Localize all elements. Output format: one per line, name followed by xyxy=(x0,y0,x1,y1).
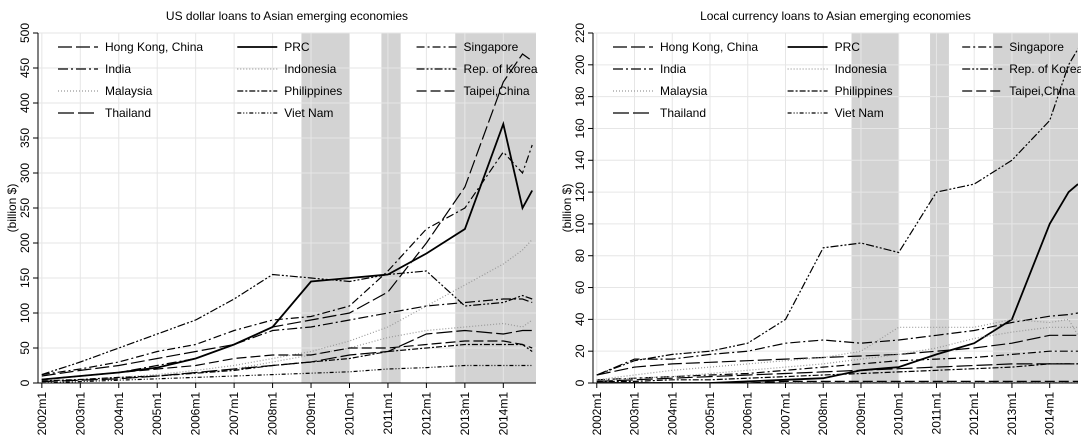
legend-label: Singapore xyxy=(1009,40,1064,54)
shaded-period xyxy=(993,33,1078,383)
series-line xyxy=(41,329,533,383)
x-tick-label: 2008m1 xyxy=(816,392,830,436)
x-tick-label: 2010m1 xyxy=(892,392,906,436)
y-tick-label: 20 xyxy=(573,344,587,358)
y-tick-label: 220 xyxy=(573,23,587,43)
x-tick-label: 2009m1 xyxy=(304,392,318,436)
x-tick-label: 2008m1 xyxy=(266,392,280,436)
legend-label: Viet Nam xyxy=(284,106,333,120)
x-tick-label: 2006m1 xyxy=(741,392,755,436)
series-line xyxy=(41,144,533,376)
y-tick-label: 120 xyxy=(573,182,587,202)
x-tick-label: 2014m1 xyxy=(496,392,510,436)
x-tick-label: 2013m1 xyxy=(458,392,472,436)
x-tick-label: 2002m1 xyxy=(35,392,49,436)
x-tick-label: 2011m1 xyxy=(929,392,943,435)
x-tick-label: 2007m1 xyxy=(778,392,792,436)
y-tick-label: 150 xyxy=(18,268,32,288)
legend-label: Philippines xyxy=(284,84,342,98)
y-tick-label: 450 xyxy=(18,58,32,78)
legend-label: India xyxy=(660,62,686,76)
legend-label: Thailand xyxy=(105,106,151,120)
series-line xyxy=(41,340,533,381)
chart-title: Local currency loans to Asian emerging e… xyxy=(700,9,971,23)
legend-label: India xyxy=(105,62,131,76)
legend-label: Hong Kong, China xyxy=(660,40,758,54)
legend-label: Thailand xyxy=(660,106,706,120)
y-tick-label: 180 xyxy=(573,86,587,106)
x-tick-label: 2007m1 xyxy=(227,392,241,436)
y-tick-label: 400 xyxy=(18,93,32,113)
y-axis-label: (billion $) xyxy=(560,184,574,233)
x-tick-label: 2005m1 xyxy=(703,392,717,436)
legend-label: Indonesia xyxy=(284,62,336,76)
y-tick-label: 140 xyxy=(573,150,587,170)
panel: 0 50 100 150 200 250 300 350 400 450 500 2002m1 2003… xyxy=(5,9,538,435)
x-tick-label: 2013m1 xyxy=(1005,392,1019,436)
legend-label: Taipei,China xyxy=(1009,84,1075,98)
series-line xyxy=(596,380,1078,383)
panel: 0 20 40 60 80 100 120 140 160 180 200 220 2002m1 2003… xyxy=(560,9,1081,435)
y-tick-label: 100 xyxy=(18,303,32,323)
series-line xyxy=(596,334,1078,376)
y-axis-label: (billion $) xyxy=(5,184,19,233)
legend-label: Hong Kong, China xyxy=(105,40,203,54)
series-line xyxy=(41,298,533,381)
series-line xyxy=(41,53,533,377)
series-line xyxy=(596,48,1078,376)
x-tick-label: 2012m1 xyxy=(967,392,981,436)
legend-label: Rep. of Korea xyxy=(464,62,538,76)
y-tick-label: 0 xyxy=(573,379,587,386)
series-line xyxy=(596,312,1078,376)
legend-label: PRC xyxy=(835,40,861,54)
chart-title: US dollar loans to Asian emerging econom… xyxy=(166,9,408,23)
y-tick-label: 200 xyxy=(573,54,587,74)
y-tick-label: 80 xyxy=(573,249,587,263)
x-tick-label: 2011m1 xyxy=(381,392,395,435)
x-tick-label: 2003m1 xyxy=(628,392,642,436)
legend-label: Viet Nam xyxy=(835,106,884,120)
x-tick-label: 2002m1 xyxy=(590,392,604,436)
y-tick-label: 350 xyxy=(18,128,32,148)
y-tick-label: 50 xyxy=(18,341,32,355)
series-line xyxy=(41,239,533,382)
x-tick-label: 2004m1 xyxy=(665,392,679,436)
y-tick-label: 40 xyxy=(573,312,587,326)
y-tick-label: 100 xyxy=(573,214,587,234)
shaded-period xyxy=(930,33,949,383)
x-tick-label: 2003m1 xyxy=(73,392,87,436)
series-line xyxy=(41,270,533,376)
x-tick-label: 2004m1 xyxy=(112,392,126,436)
x-tick-label: 2006m1 xyxy=(189,392,203,436)
y-tick-label: 300 xyxy=(18,163,32,183)
x-tick-label: 2014m1 xyxy=(1043,392,1057,436)
shaded-period xyxy=(851,33,899,383)
legend-label: Malaysia xyxy=(105,84,153,98)
legend-label: Philippines xyxy=(835,84,893,98)
x-tick-label: 2012m1 xyxy=(419,392,433,436)
legend-label: Rep. of Korea xyxy=(1009,62,1081,76)
x-tick-label: 2009m1 xyxy=(854,392,868,436)
x-tick-label: 2010m1 xyxy=(342,392,356,436)
series-line xyxy=(596,363,1078,382)
legend-label: Malaysia xyxy=(660,84,708,98)
legend-label: Singapore xyxy=(464,40,519,54)
y-tick-label: 0 xyxy=(18,379,32,386)
y-tick-label: 500 xyxy=(18,23,32,43)
legend-label: PRC xyxy=(284,40,310,54)
legend-label: Taipei,China xyxy=(464,84,530,98)
legend-label: Indonesia xyxy=(835,62,887,76)
x-tick-label: 2005m1 xyxy=(150,392,164,436)
y-tick-label: 60 xyxy=(573,281,587,295)
y-tick-label: 160 xyxy=(573,118,587,138)
y-tick-label: 200 xyxy=(18,233,32,253)
y-tick-label: 250 xyxy=(18,198,32,218)
series-line xyxy=(596,363,1078,382)
